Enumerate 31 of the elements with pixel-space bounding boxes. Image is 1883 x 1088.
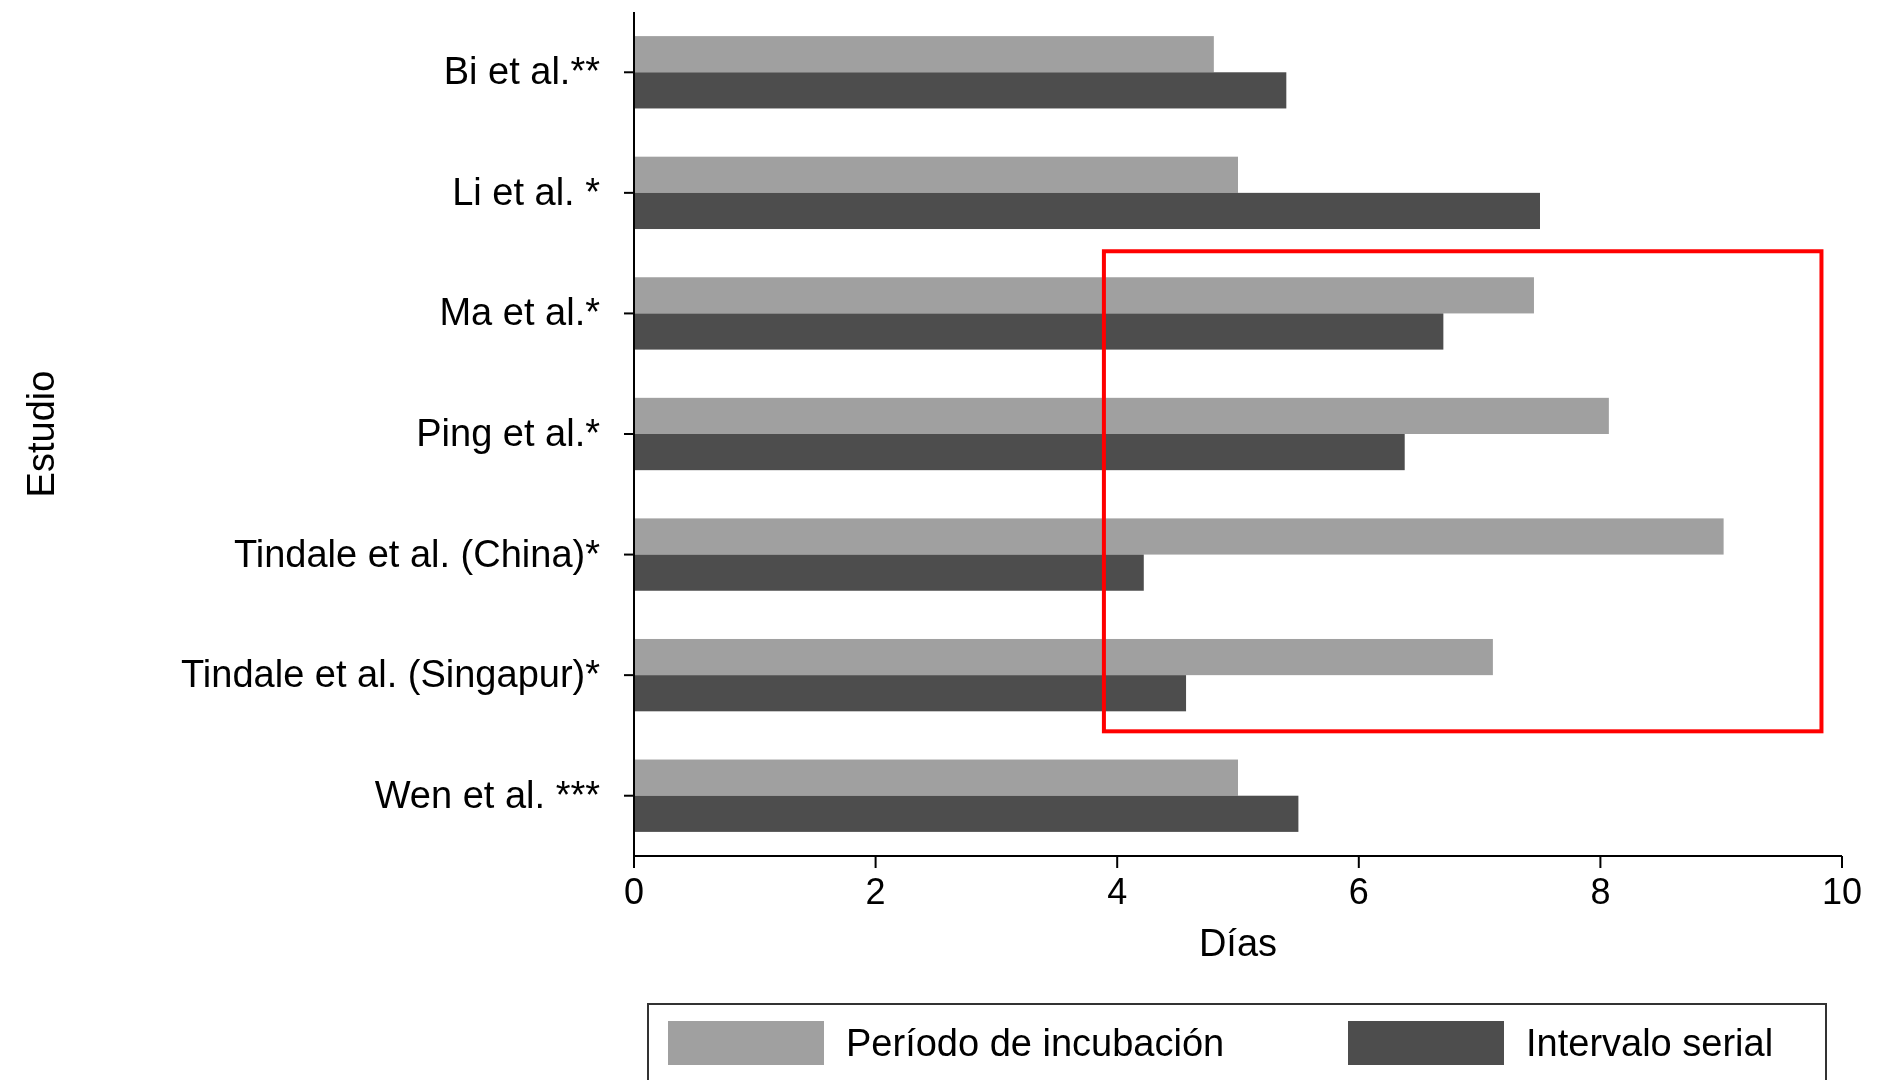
y-axis-title: Estudio <box>20 370 62 498</box>
x-tick-label: 6 <box>1348 871 1369 912</box>
bar <box>634 156 1238 193</box>
legend-label: Intervalo serial <box>1526 1022 1774 1064</box>
bar <box>634 518 1724 555</box>
y-tick-label: Li et al. * <box>452 170 601 213</box>
y-tick-label: Wen et al. *** <box>374 773 601 816</box>
bar <box>634 795 1299 832</box>
bar <box>634 36 1214 73</box>
y-tick-label: Ping et al.* <box>416 412 601 454</box>
bar <box>634 638 1493 676</box>
x-tick-label: 8 <box>1590 871 1611 912</box>
y-tick-label: Tindale et al. (Singapur)* <box>181 653 601 696</box>
x-tick-label: 4 <box>1107 871 1128 912</box>
y-tick-label: Ma et al.* <box>439 291 601 334</box>
bar <box>634 675 1187 712</box>
bar <box>634 72 1287 109</box>
x-tick-label: 0 <box>623 871 645 912</box>
y-tick-label: Bi et al.** <box>443 50 601 93</box>
x-tick-label: 10 <box>1821 871 1863 912</box>
x-axis-title: Días <box>1198 922 1278 964</box>
x-tick-label: 2 <box>865 871 886 912</box>
bar <box>634 277 1534 314</box>
bar <box>634 759 1238 796</box>
y-tick-label: Tindale et al. (China)* <box>233 532 601 575</box>
bar <box>634 192 1540 230</box>
bar <box>634 313 1444 350</box>
bar <box>634 434 1405 471</box>
bar <box>634 397 1609 434</box>
bar <box>634 554 1144 591</box>
legend-label: Período de incubación <box>846 1022 1225 1064</box>
